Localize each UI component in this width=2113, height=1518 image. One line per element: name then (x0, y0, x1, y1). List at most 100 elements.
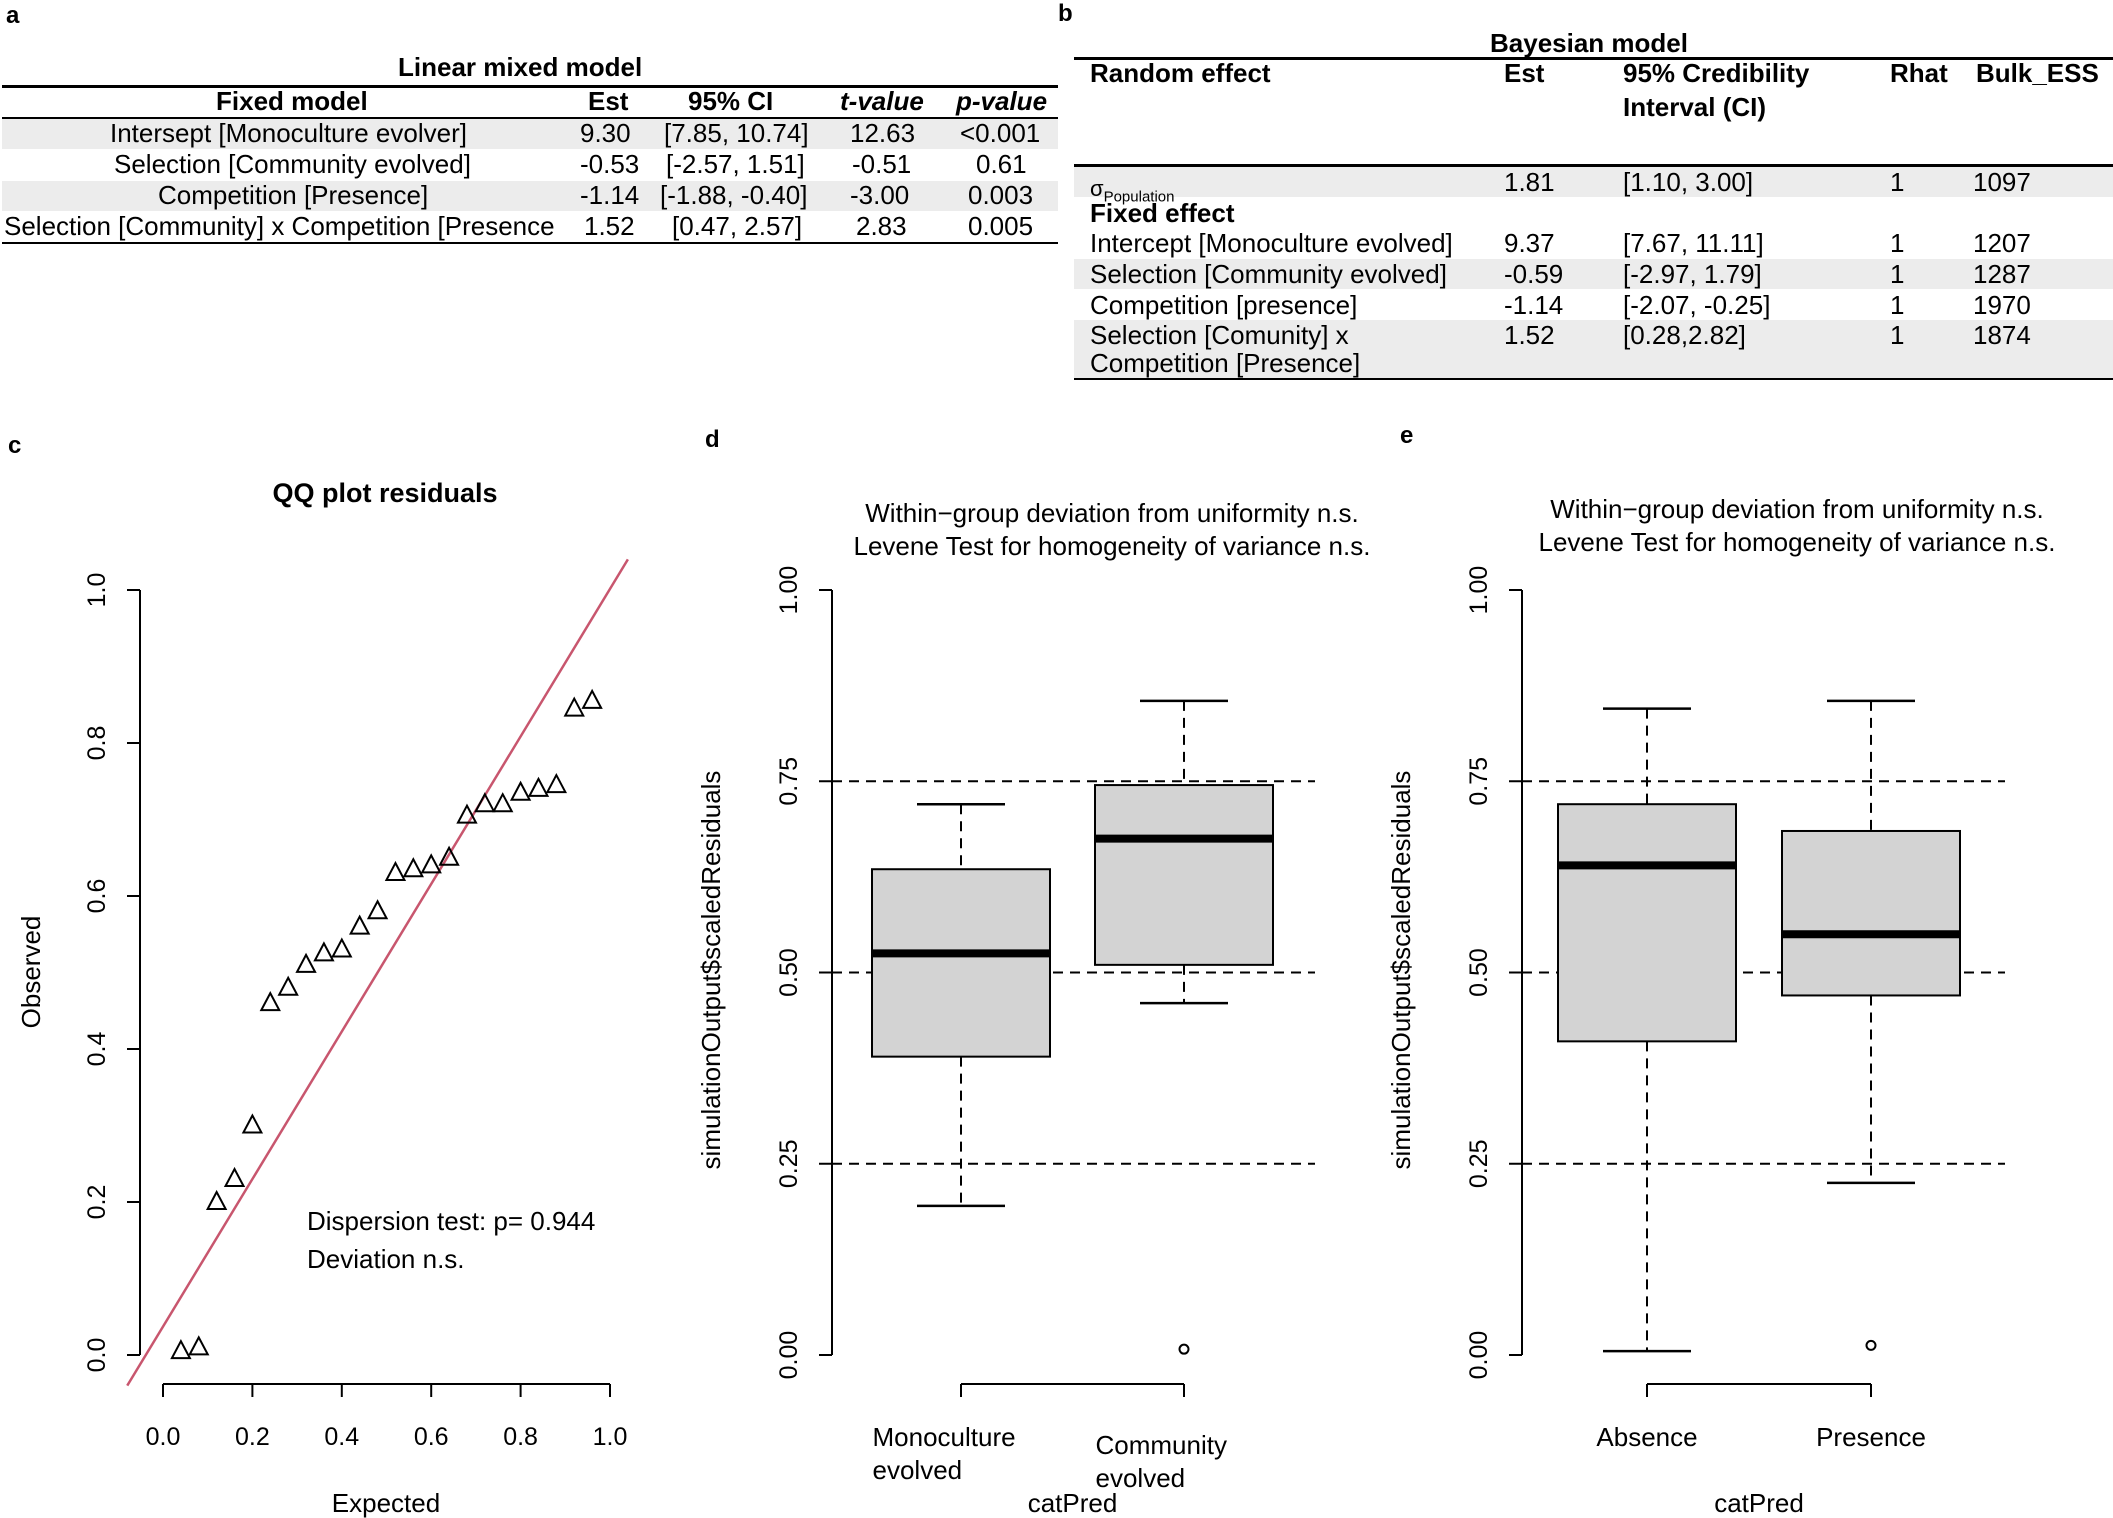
box-d-y-tick-label: 0.25 (775, 1139, 803, 1188)
table-a-cell: <0.001 (960, 118, 1041, 148)
table-a-header-fixed-model: Fixed model (216, 86, 368, 116)
qq-point (241, 1113, 264, 1134)
table-b-header-bulk-ess: Bulk_ESS (1976, 58, 2099, 88)
qq-point (581, 688, 603, 709)
box-d-box (1094, 784, 1274, 966)
table-a-cell: [-1.88, -0.40] (660, 180, 808, 210)
qq-point (259, 990, 281, 1012)
table-b-row: Selection [Comunity] x (1090, 320, 1349, 350)
table-b-cell: 1.81 (1504, 167, 1555, 197)
qq-point (170, 1339, 192, 1360)
box-e-x-label: catPred (1714, 1488, 1804, 1518)
table-b-row: Competition [presence] (1090, 290, 1358, 320)
qq-y-tick-label: 0.6 (83, 879, 111, 914)
table-a-title: Linear mixed model (398, 52, 643, 82)
panel-label-d: d (705, 426, 720, 453)
table-a-cell: 1.52 (584, 211, 635, 241)
table-b-cell: 1 (1890, 290, 1905, 320)
table-a-row: Selection [Community evolved] (114, 149, 471, 179)
qq-point (331, 937, 353, 958)
qq-point (188, 1335, 210, 1356)
qq-point (313, 941, 335, 962)
qq-x-tick-label: 1.0 (593, 1423, 628, 1451)
qq-point (349, 914, 371, 935)
box-d-y-label: simulationOutput$scaledResiduals (696, 771, 726, 1170)
table-a-header-ci: 95% CI (688, 86, 774, 116)
box-d-category-label: Community (1096, 1430, 1227, 1460)
table-b-cell: 1 (1890, 167, 1905, 197)
box-e-box (1781, 829, 1961, 997)
table-b-cell: -0.59 (1504, 259, 1564, 289)
table-b-fixed-effect-label: Fixed effect (1090, 198, 1235, 228)
table-b-cell: [-2.97, 1.79] (1623, 259, 1762, 289)
box-d-category-label: evolved (1096, 1463, 1186, 1493)
qq-y-tick-label: 1.0 (83, 573, 111, 608)
box-d-y-tick-label: 0.75 (775, 757, 803, 806)
table-a-row: Intersept [Monoculture evolver] (110, 118, 467, 148)
table-a-cell: 12.63 (850, 118, 916, 148)
qq-y-tick-label: 0.0 (83, 1338, 111, 1373)
qq-x-tick-label: 0.6 (414, 1423, 449, 1451)
qq-point (438, 845, 460, 866)
table-a-header-p-value: p-value (956, 86, 1048, 116)
table-b-cell: 1097 (1973, 167, 2031, 197)
qq-annotation-deviation: Deviation n.s. (307, 1244, 465, 1274)
table-a-cell: -1.14 (580, 180, 640, 210)
box-d-outlier (1178, 1343, 1190, 1355)
box-e-title-line: Within−group deviation from uniformity n… (1550, 494, 2044, 524)
table-b-cell: 9.37 (1504, 228, 1555, 258)
table-b-header-ci-line1: 95% Credibility (1623, 58, 1810, 88)
qq-title: QQ plot residuals (272, 478, 497, 508)
panel-label-a: a (6, 2, 20, 29)
table-b-cell: [0.28,2.82] (1623, 320, 1746, 350)
table-a-cell: 0.005 (968, 211, 1034, 241)
box-e-box (1557, 803, 1737, 1043)
qq-point (366, 899, 389, 920)
panel-label-e: e (1400, 422, 1414, 449)
table-b-cell: 1 (1890, 320, 1905, 350)
table-a-cell: [7.85, 10.74] (664, 118, 809, 148)
table-b-row: Intercept [Monoculture evolved] (1090, 228, 1453, 258)
box-e-category-label: Absence (1596, 1422, 1697, 1452)
table-b-cell: 1207 (1973, 228, 2031, 258)
box-d-y-tick-label: 1.00 (775, 566, 803, 615)
qq-point (492, 792, 514, 813)
table-b-cell: [1.10, 3.00] (1623, 167, 1754, 197)
panel-label-c: c (8, 432, 22, 459)
qq-plot: QQ plot residuals 0.0 0.2 0.4 0.6 0.8 1.0 0.0 0.… (16, 478, 629, 1518)
qq-point (456, 803, 478, 824)
qq-point (402, 857, 424, 878)
qq-point (205, 1189, 228, 1210)
box-e-y-label: simulationOutput$scaledResiduals (1386, 771, 1416, 1170)
qq-point (295, 952, 317, 973)
box-d-category-label: Monoculture (873, 1422, 1016, 1452)
table-b-header-est: Est (1504, 58, 1545, 88)
qq-reference-line (126, 558, 629, 1387)
box-e-y-tick-label: 0.75 (1465, 757, 1493, 806)
qq-x-tick-label: 0.0 (146, 1423, 181, 1451)
qq-x-tick-label: 0.2 (235, 1423, 270, 1451)
table-b-cell: 1 (1890, 259, 1905, 289)
table-a-cell: 9.30 (580, 118, 631, 148)
box-e-y-tick-label: 1.00 (1465, 566, 1493, 615)
qq-point (420, 853, 442, 874)
box-e-y-tick-label: 0.25 (1465, 1139, 1493, 1188)
table-b-title: Bayesian model (1490, 28, 1688, 58)
box-d-x-label: catPred (1028, 1488, 1118, 1518)
table-b-cell: 1287 (1973, 259, 2031, 289)
panel-label-b: b (1058, 0, 1073, 27)
qq-point (509, 780, 532, 801)
qq-x-tick-label: 0.4 (324, 1423, 359, 1451)
boxplot-competition: Within−group deviation from uniformity n… (1386, 494, 2055, 1518)
box-e-category-label: Presence (1816, 1422, 1926, 1452)
table-a-header-est: Est (588, 86, 629, 116)
table-a-cell: 2.83 (856, 211, 907, 241)
table-a-cell: -0.51 (852, 149, 912, 179)
box-d-title-line: Levene Test for homogeneity of variance … (854, 531, 1371, 561)
box-d-title-line: Within−group deviation from uniformity n… (865, 498, 1359, 528)
qq-point (545, 772, 568, 794)
table-a-cell: 0.61 (976, 149, 1027, 179)
table-b-cell: [-2.07, -0.25] (1623, 290, 1771, 320)
table-a-cell: -3.00 (850, 180, 910, 210)
table-b-cell: 1.52 (1504, 320, 1555, 350)
